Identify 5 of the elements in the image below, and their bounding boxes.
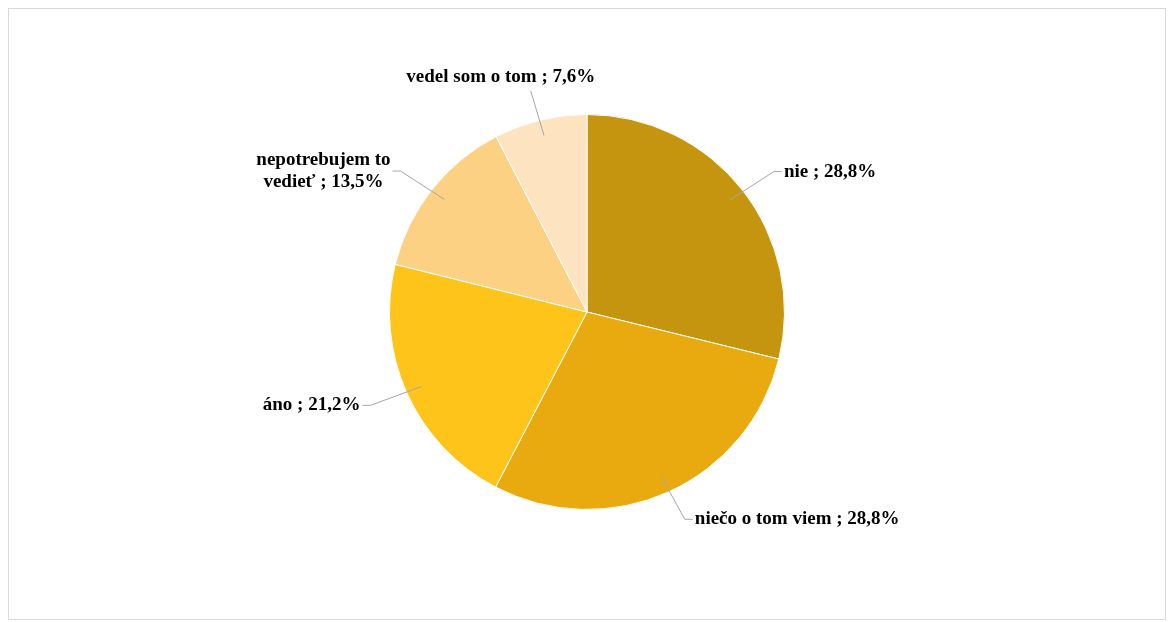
slice-label: vedel som o tom ; 7,6% bbox=[406, 64, 596, 86]
slice-label: nie ; 28,8% bbox=[783, 159, 877, 181]
slice-label: nepotrebujem to vedieť ; 13,5% bbox=[256, 147, 391, 191]
slice-label: niečo o tom viem ; 28,8% bbox=[694, 507, 900, 529]
slice-label: áno ; 21,2% bbox=[262, 393, 361, 415]
